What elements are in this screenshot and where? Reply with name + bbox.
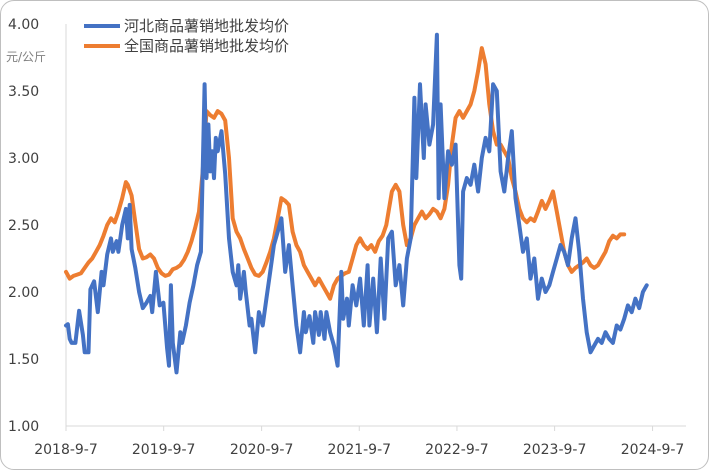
x-tick-label: 2023-9-7 (523, 442, 587, 458)
y-tick-label: 1.00 (8, 419, 39, 435)
y-axis-label: 元/公斤 (6, 50, 46, 64)
x-axis-ticks: 2018-9-7 2019-9-7 2020-9-7 2021-9-7 2022-9-7… (34, 426, 684, 458)
x-tick-label: 2019-9-7 (132, 442, 196, 458)
y-tick-label: 2.50 (8, 218, 39, 234)
axes (65, 24, 686, 427)
legend: 河北商品薯销地批发均价 全国商品薯销地批发均价 (84, 17, 289, 55)
series-line-national (64, 46, 627, 301)
series-line-hebei (64, 32, 649, 375)
series-lines (64, 32, 649, 375)
y-tick-label: 4.00 (8, 17, 39, 33)
x-tick-label: 2022-9-7 (425, 442, 489, 458)
y-axis-ticks: 4.00 3.50 3.00 2.50 2.00 1.50 1.00 (8, 17, 39, 435)
legend-label-national: 全国商品薯销地批发均价 (124, 37, 289, 55)
legend-label-hebei: 河北商品薯销地批发均价 (124, 17, 289, 35)
x-tick-label: 2018-9-7 (34, 442, 98, 458)
y-tick-label: 3.00 (8, 151, 39, 167)
y-tick-label: 3.50 (8, 84, 39, 100)
y-tick-label: 1.50 (8, 352, 39, 368)
y-tick-label: 2.00 (8, 285, 39, 301)
x-tick-label: 2020-9-7 (230, 442, 294, 458)
x-tick-label: 2021-9-7 (328, 442, 392, 458)
x-tick-label: 2024-9-7 (621, 442, 685, 458)
